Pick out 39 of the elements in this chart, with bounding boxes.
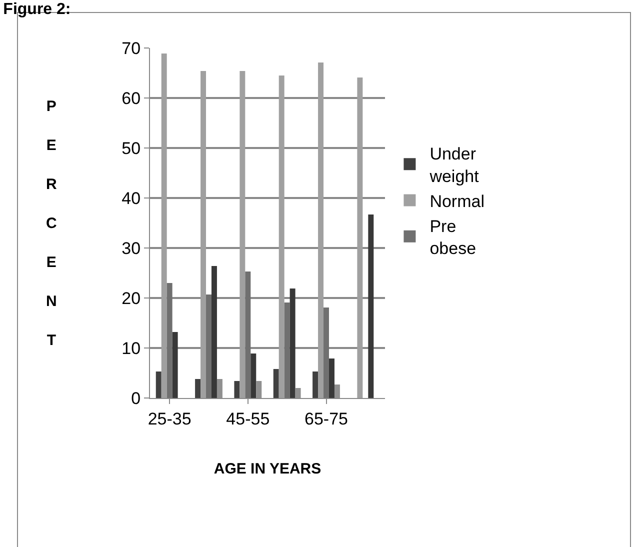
- chart-title: Figure 2:: [3, 0, 71, 18]
- y-tick-label: 0: [131, 388, 141, 408]
- x-axis-title: AGE IN YEARS: [214, 460, 322, 478]
- bar: [273, 369, 279, 398]
- y-tick-label: 50: [122, 138, 141, 158]
- bar: [200, 71, 206, 398]
- bar: [290, 288, 296, 398]
- y-tick-label: 20: [122, 288, 141, 308]
- x-tick-label: 45-55: [226, 409, 270, 428]
- bar: [195, 379, 201, 398]
- y-tick-label: 40: [122, 188, 141, 208]
- bar: [318, 62, 324, 398]
- bar: [312, 372, 318, 398]
- bar: [240, 71, 246, 398]
- bar: [166, 283, 172, 398]
- legend-label: Pre obese: [430, 216, 476, 258]
- legend-label: Under weight: [428, 144, 480, 186]
- text: PERCENT: [46, 98, 57, 349]
- bar: [250, 354, 256, 398]
- bar: [368, 214, 374, 398]
- x-tick-label: 25-35: [148, 409, 192, 428]
- bar: [234, 381, 240, 398]
- bar: [211, 266, 217, 398]
- x-tick-label: 65-75: [304, 409, 348, 428]
- bar: [206, 294, 212, 398]
- bar: [278, 76, 284, 398]
- y-tick-label: 70: [122, 38, 141, 58]
- bar: [357, 78, 363, 398]
- bar: [156, 372, 162, 398]
- bar: [324, 308, 329, 398]
- bar: [172, 332, 178, 398]
- bar: [328, 358, 334, 398]
- y-tick-label: 30: [122, 238, 141, 258]
- bar: [245, 272, 251, 398]
- bar: [161, 54, 167, 398]
- y-tick-label: 60: [122, 88, 141, 108]
- legend-label: Normal: [430, 192, 484, 211]
- y-tick-label: 10: [122, 338, 141, 358]
- bar: [284, 302, 290, 398]
